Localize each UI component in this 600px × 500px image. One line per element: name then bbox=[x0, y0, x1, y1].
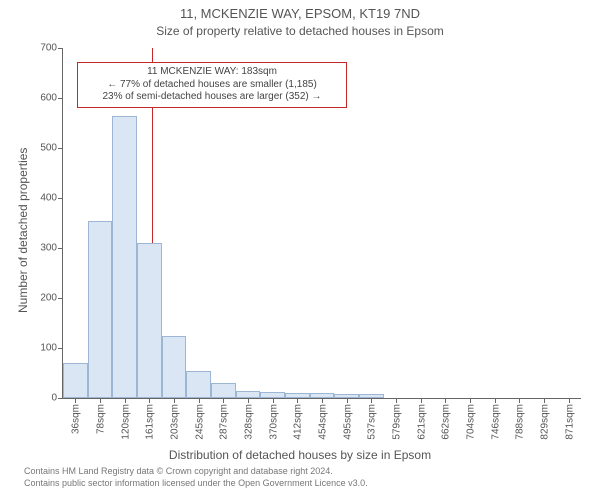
x-tick-mark bbox=[248, 398, 249, 403]
x-tick-mark bbox=[371, 398, 372, 403]
x-tick-label: 328sqm bbox=[242, 404, 255, 440]
y-axis-label: Number of detached properties bbox=[16, 148, 30, 313]
x-tick-label: 495sqm bbox=[340, 404, 353, 440]
x-tick-mark bbox=[322, 398, 323, 403]
x-tick-mark bbox=[174, 398, 175, 403]
x-tick-mark bbox=[445, 398, 446, 403]
x-tick-mark bbox=[569, 398, 570, 403]
histogram-bar bbox=[236, 391, 261, 399]
x-tick-label: 621sqm bbox=[414, 404, 427, 440]
chart-subtitle: Size of property relative to detached ho… bbox=[0, 24, 600, 38]
histogram-bar bbox=[186, 371, 211, 399]
x-tick-label: 120sqm bbox=[118, 404, 131, 440]
x-tick-mark bbox=[421, 398, 422, 403]
y-tick-mark bbox=[58, 348, 63, 349]
x-tick-label: 412sqm bbox=[291, 404, 304, 440]
x-tick-label: 287sqm bbox=[217, 404, 230, 440]
histogram-bar bbox=[162, 336, 187, 399]
x-tick-label: 537sqm bbox=[365, 404, 378, 440]
footer-attribution: Contains HM Land Registry data © Crown c… bbox=[24, 466, 368, 489]
footer-line1: Contains HM Land Registry data © Crown c… bbox=[24, 466, 368, 478]
x-tick-mark bbox=[544, 398, 545, 403]
histogram-bar bbox=[88, 221, 113, 399]
plot-area: 010020030040050060070036sqm78sqm120sqm16… bbox=[62, 48, 581, 399]
x-tick-mark bbox=[396, 398, 397, 403]
chart-title-address: 11, MCKENZIE WAY, EPSOM, KT19 7ND bbox=[0, 6, 600, 21]
x-tick-label: 245sqm bbox=[192, 404, 205, 440]
x-tick-label: 203sqm bbox=[168, 404, 181, 440]
footer-line2: Contains public sector information licen… bbox=[24, 478, 368, 490]
x-tick-label: 454sqm bbox=[316, 404, 329, 440]
y-tick-mark bbox=[58, 298, 63, 299]
x-tick-label: 662sqm bbox=[439, 404, 452, 440]
x-tick-mark bbox=[199, 398, 200, 403]
x-tick-mark bbox=[273, 398, 274, 403]
y-tick-mark bbox=[58, 148, 63, 149]
histogram-bar bbox=[211, 383, 236, 398]
x-tick-mark bbox=[223, 398, 224, 403]
x-tick-label: 871sqm bbox=[562, 404, 575, 440]
y-tick-mark bbox=[58, 248, 63, 249]
x-tick-mark bbox=[149, 398, 150, 403]
y-tick-mark bbox=[58, 48, 63, 49]
x-tick-mark bbox=[519, 398, 520, 403]
x-axis-label: Distribution of detached houses by size … bbox=[0, 448, 600, 462]
x-tick-label: 746sqm bbox=[488, 404, 501, 440]
x-tick-label: 579sqm bbox=[390, 404, 403, 440]
x-tick-mark bbox=[100, 398, 101, 403]
property-size-chart: 11, MCKENZIE WAY, EPSOM, KT19 7ND Size o… bbox=[0, 0, 600, 500]
y-tick-mark bbox=[58, 398, 63, 399]
x-tick-mark bbox=[297, 398, 298, 403]
x-tick-label: 788sqm bbox=[513, 404, 526, 440]
histogram-bar bbox=[112, 116, 137, 399]
x-tick-mark bbox=[470, 398, 471, 403]
annotation-line1: 11 MCKENZIE WAY: 183sqm bbox=[81, 66, 343, 79]
x-tick-mark bbox=[495, 398, 496, 403]
x-tick-label: 829sqm bbox=[538, 404, 551, 440]
annotation-line2: ← 77% of detached houses are smaller (1,… bbox=[81, 79, 343, 92]
x-tick-label: 161sqm bbox=[143, 404, 156, 440]
y-tick-mark bbox=[58, 98, 63, 99]
x-tick-label: 370sqm bbox=[266, 404, 279, 440]
x-tick-label: 78sqm bbox=[94, 404, 107, 434]
histogram-bar bbox=[137, 243, 162, 398]
x-tick-mark bbox=[125, 398, 126, 403]
annotation-line3: 23% of semi-detached houses are larger (… bbox=[81, 91, 343, 104]
y-tick-mark bbox=[58, 198, 63, 199]
x-tick-mark bbox=[347, 398, 348, 403]
histogram-bar bbox=[63, 363, 88, 398]
x-tick-label: 704sqm bbox=[464, 404, 477, 440]
x-tick-label: 36sqm bbox=[69, 404, 82, 434]
annotation-box: 11 MCKENZIE WAY: 183sqm ← 77% of detache… bbox=[77, 62, 347, 108]
x-tick-mark bbox=[75, 398, 76, 403]
